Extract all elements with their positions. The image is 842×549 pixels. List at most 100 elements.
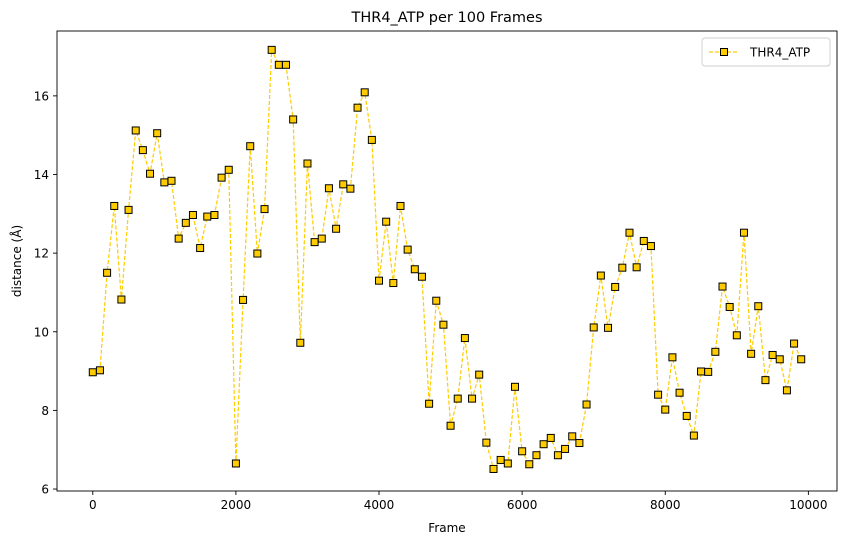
data-point xyxy=(110,201,119,210)
data-point xyxy=(661,405,670,414)
y-tick-label: 8 xyxy=(41,404,49,418)
data-point xyxy=(475,370,484,379)
data-point xyxy=(668,353,677,362)
plot-frame xyxy=(56,30,838,492)
data-point xyxy=(739,228,748,237)
data-point xyxy=(768,350,777,359)
data-point xyxy=(518,447,527,456)
data-point xyxy=(281,60,290,69)
data-point xyxy=(425,399,434,408)
data-point xyxy=(203,212,212,221)
data-point xyxy=(575,439,584,448)
data-point xyxy=(339,180,348,189)
legend-label: THR4_ATP xyxy=(749,46,810,60)
data-point xyxy=(682,411,691,420)
data-point xyxy=(410,265,419,274)
x-axis: 0 2000 4000 6000 8000 10000 xyxy=(89,491,827,512)
y-tick-label: 16 xyxy=(34,89,49,103)
data-point xyxy=(503,459,512,468)
data-point xyxy=(367,135,376,144)
data-point xyxy=(718,282,727,291)
data-point xyxy=(260,205,269,214)
data-point xyxy=(267,45,276,54)
data-point xyxy=(138,146,147,155)
series-layer xyxy=(88,45,806,473)
legend: THR4_ATP xyxy=(701,37,831,67)
y-tick-label: 6 xyxy=(41,483,49,497)
data-point xyxy=(589,323,598,332)
data-point xyxy=(103,268,112,277)
legend-box xyxy=(701,37,831,67)
data-point xyxy=(146,169,155,178)
data-point xyxy=(375,276,384,285)
data-point xyxy=(689,431,698,440)
data-point xyxy=(747,349,756,358)
data-point xyxy=(274,60,283,69)
data-point xyxy=(632,263,641,272)
x-tick-label: 8000 xyxy=(650,498,681,512)
data-point xyxy=(618,263,627,272)
data-point xyxy=(210,211,219,219)
data-point xyxy=(167,176,176,185)
data-point xyxy=(468,394,477,403)
data-point xyxy=(246,142,255,151)
data-point xyxy=(568,432,577,441)
data-point xyxy=(625,228,634,237)
data-point xyxy=(231,459,240,468)
data-point xyxy=(353,103,362,112)
data-point xyxy=(611,282,620,291)
x-tick-label: 2000 xyxy=(221,498,252,512)
data-point xyxy=(360,88,369,97)
data-point xyxy=(131,126,140,135)
y-axis-label: distance (Å) xyxy=(9,225,24,297)
data-point xyxy=(317,234,326,243)
data-point xyxy=(389,279,398,288)
data-point xyxy=(782,386,791,395)
y-axis: 6 8 10 12 14 16 xyxy=(34,89,57,497)
data-point xyxy=(761,376,770,385)
data-point xyxy=(675,388,684,397)
data-point xyxy=(217,173,226,182)
data-point xyxy=(539,440,548,449)
data-point xyxy=(496,455,505,464)
x-axis-label: Frame xyxy=(428,521,465,535)
data-point xyxy=(711,347,720,356)
y-tick-label: 10 xyxy=(34,325,49,339)
data-point xyxy=(88,368,97,377)
data-point xyxy=(754,302,763,311)
data-point xyxy=(604,323,613,332)
data-point xyxy=(124,205,133,214)
legend-marker-swatch xyxy=(720,48,728,56)
data-point xyxy=(239,295,248,304)
data-point xyxy=(453,394,462,403)
data-point xyxy=(382,217,391,226)
data-point xyxy=(174,234,183,243)
data-point xyxy=(532,451,541,460)
data-point xyxy=(489,464,498,473)
data-point xyxy=(482,438,491,447)
data-point xyxy=(303,159,312,168)
data-point xyxy=(224,165,233,174)
data-point xyxy=(332,224,341,233)
data-point xyxy=(188,211,197,219)
data-point xyxy=(797,355,806,364)
data-point xyxy=(775,355,784,364)
x-tick-label: 4000 xyxy=(364,498,395,512)
data-point xyxy=(439,320,448,329)
data-point xyxy=(561,444,570,453)
y-tick-label: 12 xyxy=(34,247,49,261)
data-point xyxy=(510,382,519,391)
data-point xyxy=(704,367,713,376)
data-point xyxy=(153,129,162,138)
data-point xyxy=(525,460,534,469)
data-point xyxy=(160,178,169,187)
x-tick-label: 10000 xyxy=(789,498,827,512)
data-point xyxy=(596,271,605,280)
data-point xyxy=(446,421,455,430)
data-point xyxy=(654,390,663,399)
data-point xyxy=(196,244,205,253)
data-point xyxy=(396,201,405,210)
data-point xyxy=(253,249,262,258)
data-point xyxy=(296,338,305,347)
